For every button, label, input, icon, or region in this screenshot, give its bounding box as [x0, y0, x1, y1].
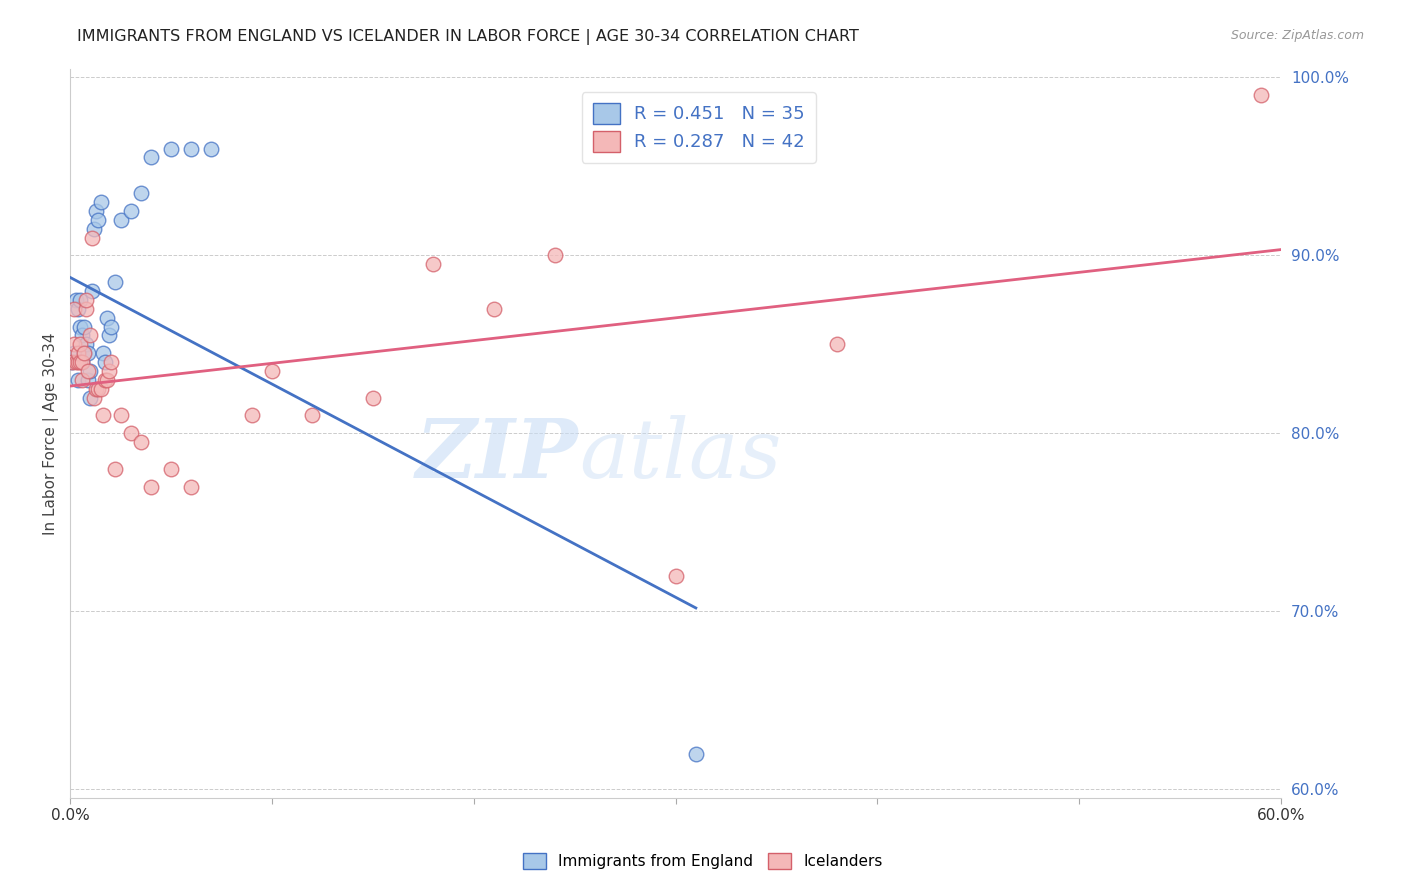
Point: [87, 382, 110, 396]
Point: [89, 194, 111, 209]
Point: [60, 355, 83, 369]
Point: [129, 186, 152, 200]
Point: [83, 391, 105, 405]
Y-axis label: In Labor Force | Age 30-34: In Labor Force | Age 30-34: [44, 332, 59, 534]
Point: [665, 568, 688, 582]
Point: [83, 221, 105, 235]
Point: [72, 355, 94, 369]
Point: [120, 426, 142, 441]
Point: [91, 409, 114, 423]
Point: [110, 212, 132, 227]
Point: [180, 480, 202, 494]
Point: [73, 319, 96, 334]
Point: [100, 319, 122, 334]
Point: [77, 346, 100, 360]
Point: [104, 462, 127, 476]
Point: [65, 293, 87, 307]
Point: [86, 203, 108, 218]
Point: [63, 337, 86, 351]
Point: [72, 355, 94, 369]
Point: [139, 480, 162, 494]
Point: [361, 391, 384, 405]
Point: [240, 409, 263, 423]
Point: [97, 328, 120, 343]
Point: [77, 373, 100, 387]
Point: [63, 346, 86, 360]
Point: [825, 337, 848, 351]
Text: atlas: atlas: [579, 415, 782, 495]
Point: [180, 142, 202, 156]
Point: [96, 310, 118, 325]
Point: [93, 355, 115, 369]
Legend: R = 0.451   N = 35, R = 0.287   N = 42: R = 0.451 N = 35, R = 0.287 N = 42: [582, 92, 815, 162]
Point: [91, 346, 114, 360]
Point: [67, 373, 90, 387]
Point: [89, 382, 111, 396]
Point: [73, 346, 96, 360]
Point: [82, 230, 104, 244]
Point: [79, 391, 101, 405]
Point: [67, 346, 90, 360]
Point: [82, 284, 104, 298]
Point: [129, 435, 152, 450]
Point: [65, 355, 87, 369]
Point: [75, 301, 97, 316]
Point: [87, 212, 110, 227]
Point: [160, 142, 183, 156]
Point: [93, 373, 115, 387]
Point: [72, 328, 94, 343]
Point: [200, 142, 222, 156]
Text: ZIP: ZIP: [416, 415, 579, 495]
Point: [139, 151, 162, 165]
Point: [69, 337, 91, 351]
Point: [120, 203, 142, 218]
Point: [260, 364, 283, 378]
Point: [69, 319, 91, 334]
Point: [73, 346, 96, 360]
Point: [422, 257, 444, 271]
Point: [72, 373, 94, 387]
Point: [96, 373, 118, 387]
Point: [301, 409, 323, 423]
Point: [110, 409, 132, 423]
Point: [160, 462, 183, 476]
Point: [1250, 88, 1272, 103]
Legend: Immigrants from England, Icelanders: Immigrants from England, Icelanders: [517, 847, 889, 875]
Text: IMMIGRANTS FROM ENGLAND VS ICELANDER IN LABOR FORCE | AGE 30-34 CORRELATION CHAR: IMMIGRANTS FROM ENGLAND VS ICELANDER IN …: [77, 29, 859, 45]
Point: [685, 747, 707, 761]
Point: [543, 248, 565, 262]
Point: [97, 364, 120, 378]
Point: [100, 355, 122, 369]
Point: [482, 301, 505, 316]
Point: [75, 337, 97, 351]
Point: [79, 328, 101, 343]
Point: [63, 301, 86, 316]
Point: [77, 364, 100, 378]
Point: [75, 293, 97, 307]
Point: [104, 275, 127, 289]
Point: [60, 355, 83, 369]
Point: [79, 364, 101, 378]
Point: [67, 355, 90, 369]
Text: Source: ZipAtlas.com: Source: ZipAtlas.com: [1230, 29, 1364, 42]
Point: [67, 301, 90, 316]
Point: [86, 382, 108, 396]
Point: [69, 293, 91, 307]
Point: [69, 355, 91, 369]
